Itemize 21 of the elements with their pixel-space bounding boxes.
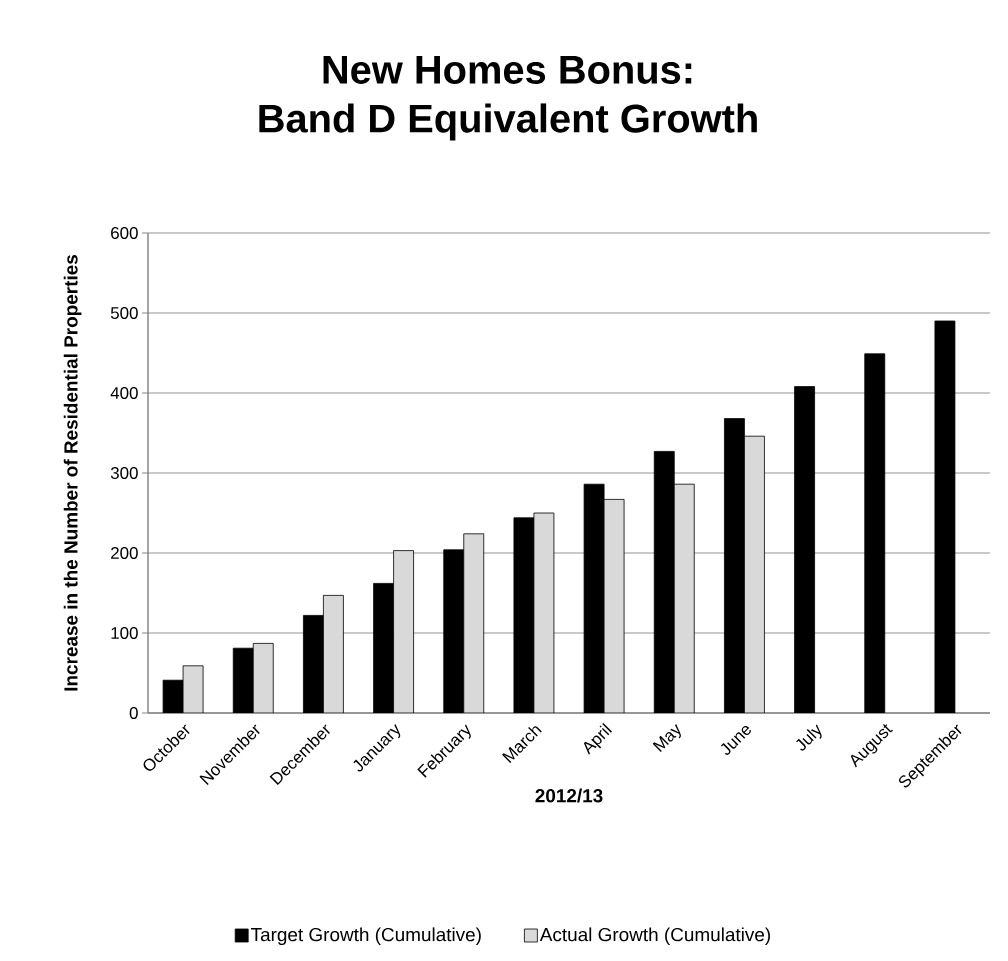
- chart-subtitle: Band D Equivalent Growth: [259, 103, 757, 141]
- x-tick-label: July: [796, 724, 822, 751]
- legend-label: Actual Growth (Cumulative): [539, 927, 770, 946]
- y-tick-label: 300: [110, 467, 138, 479]
- bar: [252, 643, 274, 713]
- y-tick-label: 500: [110, 307, 138, 319]
- legend-label: Target Growth (Cumulative): [251, 927, 481, 946]
- bar: [673, 483, 695, 713]
- y-tick-label: 600: [111, 227, 138, 239]
- bar: [393, 550, 414, 713]
- y-tick-label: 200: [111, 547, 138, 559]
- y-axis-title: Increase in the Number of Residential Properties: [63, 255, 82, 691]
- x-axis-title: 2012/13: [535, 788, 603, 803]
- bar: [323, 595, 344, 713]
- x-tick-label: May: [652, 724, 681, 752]
- chart-title: New Homes Bonus:: [323, 56, 692, 84]
- y-tick-label: 400: [110, 387, 138, 399]
- bar: [744, 435, 765, 713]
- y-tick-label: 100: [111, 627, 138, 639]
- y-tick-label: 0: [129, 707, 138, 719]
- bar: [463, 533, 485, 713]
